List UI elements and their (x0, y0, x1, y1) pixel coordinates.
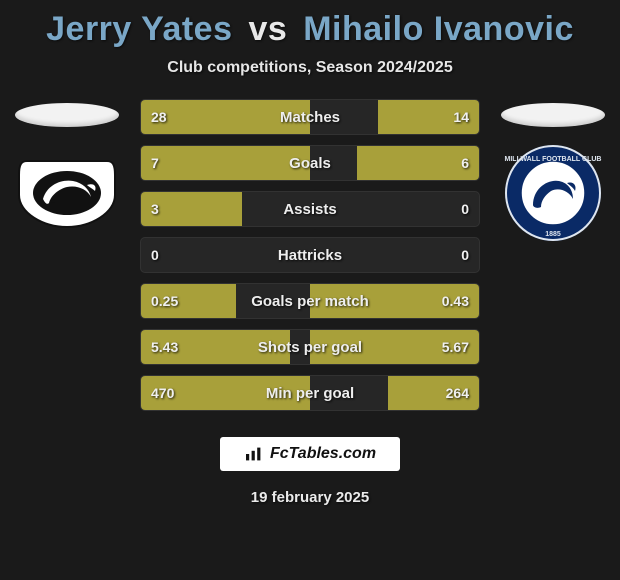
stat-row: Min per goal470264 (140, 375, 480, 411)
left-side (12, 99, 122, 230)
stat-row: Goals per match0.250.43 (140, 283, 480, 319)
bar-left (141, 192, 242, 226)
comparison-infographic: Jerry Yates vs Mihailo Ivanovic Club com… (0, 0, 620, 580)
bar-left (141, 146, 310, 180)
stat-value-right: 0 (461, 192, 469, 226)
brand-logo: FcTables.com (220, 437, 400, 471)
page-title: Jerry Yates vs Mihailo Ivanovic (0, 10, 620, 49)
stat-label: Hattricks (141, 238, 479, 272)
player2-club-crest-icon: MILLWALL FOOTBALL CLUB 1885 (503, 155, 603, 230)
bar-left (141, 376, 310, 410)
bar-right (310, 330, 479, 364)
subtitle: Club competitions, Season 2024/2025 (0, 59, 620, 77)
stat-row: Matches2814 (140, 99, 480, 135)
stats-chart: Matches2814Goals76Assists30Hattricks00Go… (140, 99, 480, 411)
chart-icon (244, 446, 264, 462)
player2-name: Mihailo Ivanovic (303, 10, 574, 48)
player2-flag-icon (501, 103, 605, 127)
bar-left (141, 100, 310, 134)
stat-row: Assists30 (140, 191, 480, 227)
svg-text:1885: 1885 (545, 231, 561, 238)
stat-value-right: 0 (461, 238, 469, 272)
svg-text:MILLWALL FOOTBALL CLUB: MILLWALL FOOTBALL CLUB (505, 156, 602, 163)
bar-left (141, 330, 290, 364)
stat-row: Goals76 (140, 145, 480, 181)
bar-right (357, 146, 479, 180)
bar-right (310, 284, 479, 318)
player1-club-crest-icon (17, 155, 117, 230)
date-text: 19 february 2025 (0, 489, 620, 506)
right-side: MILLWALL FOOTBALL CLUB 1885 (498, 99, 608, 230)
stat-value-left: 0 (151, 238, 159, 272)
stat-row: Hattricks0 0 (140, 237, 480, 273)
bar-right (388, 376, 479, 410)
bar-left (141, 284, 236, 318)
player1-flag-icon (15, 103, 119, 127)
stat-row: Shots per goal5.435.67 (140, 329, 480, 365)
brand-text: FcTables.com (270, 445, 376, 463)
vs-text: vs (248, 10, 287, 48)
player1-name: Jerry Yates (46, 10, 232, 48)
bar-right (378, 100, 479, 134)
main-row: Matches2814Goals76Assists30Hattricks00Go… (0, 99, 620, 411)
